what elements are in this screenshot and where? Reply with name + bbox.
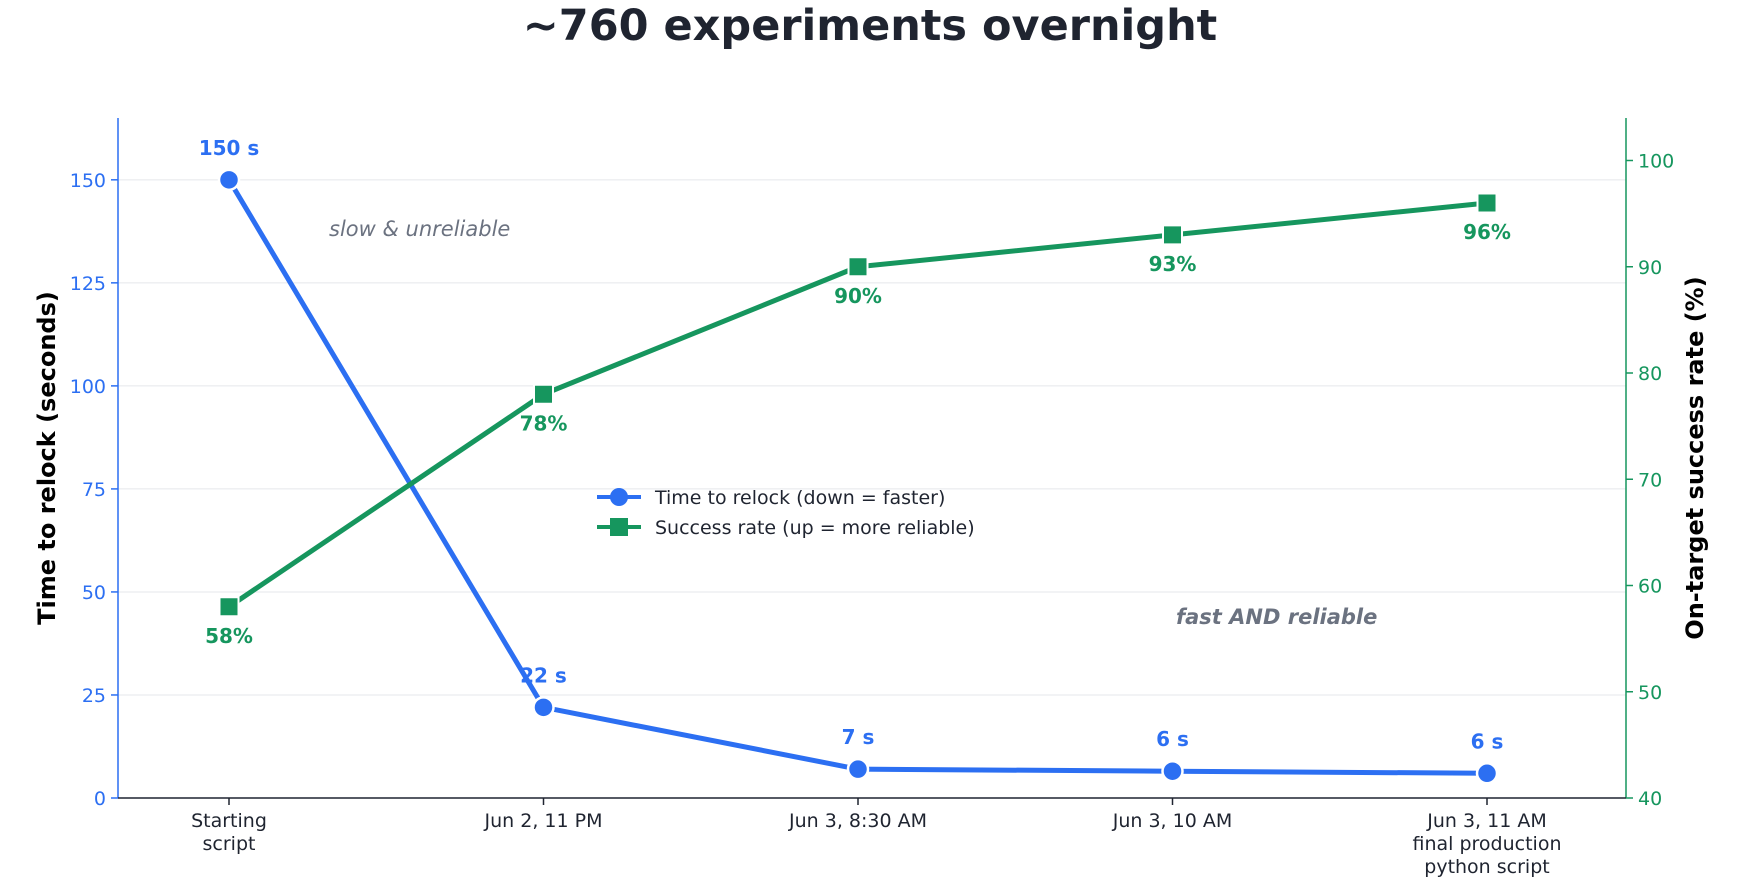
success-data-label: 96% (1463, 220, 1511, 244)
annotation-fast: fast AND reliable (1176, 605, 1377, 629)
y-right-tick-label: 50 (1638, 682, 1662, 704)
legend-time-marker (610, 488, 628, 506)
success-data-label: 78% (520, 411, 568, 435)
x-tick-label: Starting script (191, 810, 267, 855)
y-axis-left-label: Time to relock (seconds) (33, 291, 61, 625)
data-labels: 150 s 22 s 7 s 6 s 6 s 58% 78% 90% 93% 96% (199, 136, 1511, 753)
annotation-slow: slow & unreliable (329, 217, 510, 241)
axes: 0 25 50 75 100 125 150 40 50 60 70 80 90 100 Starting s… (70, 118, 1674, 878)
x-tick-label: Jun 2, 11 PM (484, 810, 603, 832)
y-right-tick-label: 90 (1638, 257, 1662, 279)
grid-lines (118, 179, 1626, 696)
success-point (847, 256, 869, 278)
time-data-label: 150 s (199, 136, 260, 160)
x-tick-label: Jun 3, 10 AM (1112, 810, 1233, 832)
time-data-label: 22 s (520, 663, 567, 687)
legend-success-marker (610, 518, 628, 536)
y-right-tick-label: 100 (1638, 151, 1674, 173)
success-point (1476, 192, 1498, 214)
y-right-tick-label: 60 (1638, 576, 1662, 598)
x-tick-label: Jun 3, 8:30 AM (788, 810, 927, 832)
legend-success-label: Success rate (up = more reliable) (655, 517, 975, 539)
x-tick-label: Jun 3, 11 AM final production python scrip… (1413, 810, 1562, 878)
legend-time-label: Time to relock (down = faster) (654, 487, 945, 509)
time-point (217, 168, 241, 192)
success-point (218, 596, 240, 618)
legend: Time to relock (down = faster) Success r… (597, 487, 975, 539)
y-right-tick-label: 40 (1638, 788, 1662, 810)
y-left-tick-label: 25 (82, 685, 106, 707)
y-right-tick-label: 70 (1638, 469, 1662, 491)
time-point (846, 757, 870, 781)
y-right-tick-label: 80 (1638, 363, 1662, 385)
success-data-label: 58% (205, 624, 253, 648)
y-left-tick-label: 100 (70, 376, 106, 398)
y-left-tick-label: 125 (70, 273, 106, 295)
y-left-tick-label: 0 (94, 788, 106, 810)
chart-title: ~760 experiments overnight (523, 1, 1218, 51)
y-left-tick-label: 50 (82, 582, 106, 604)
success-data-label: 93% (1149, 252, 1197, 276)
time-point (532, 696, 555, 719)
success-data-label: 90% (834, 284, 882, 308)
time-data-label: 6 s (1156, 727, 1189, 751)
y-left-tick-label: 150 (70, 170, 106, 192)
y-left-tick-label: 75 (82, 479, 106, 501)
series-group (217, 168, 1499, 785)
success-point (1162, 224, 1183, 246)
time-data-label: 7 s (842, 725, 875, 749)
time-point (1161, 759, 1184, 783)
y-axis-right-label: On-target success rate (%) (1681, 276, 1709, 639)
time-data-label: 6 s (1471, 729, 1504, 753)
success-point (533, 383, 554, 405)
time-point (1475, 762, 1499, 785)
